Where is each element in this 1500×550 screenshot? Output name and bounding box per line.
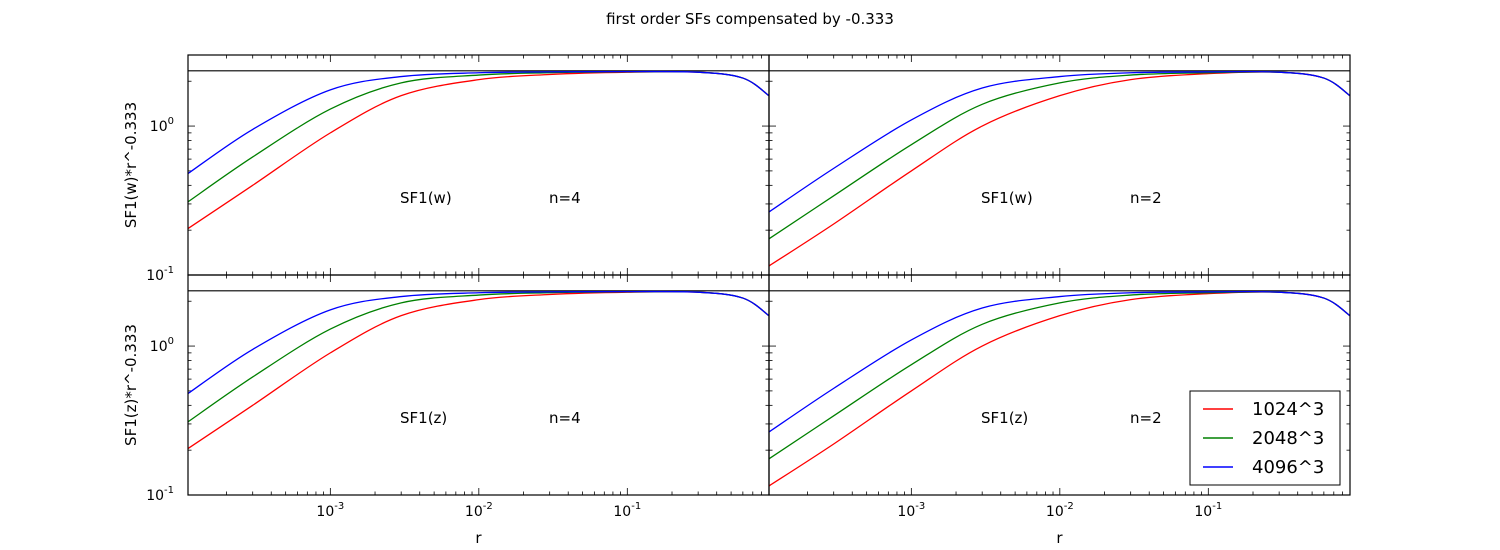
y-tick-label: 100 bbox=[150, 336, 174, 355]
series-line-4096^3 bbox=[769, 70, 1350, 213]
x-axis-label: r bbox=[475, 529, 482, 547]
legend-label: 2048^3 bbox=[1252, 428, 1324, 449]
series-line-2048^3 bbox=[188, 70, 769, 203]
panel-annotation-field: SF1(z) bbox=[400, 409, 447, 427]
y-axis-label: SF1(w)*r^-0.333 bbox=[122, 102, 140, 228]
panel-annotation-field: SF1(w) bbox=[981, 189, 1033, 207]
series-line-2048^3 bbox=[769, 71, 1350, 240]
series-line-4096^3 bbox=[769, 290, 1350, 433]
panel-top-right: SF1(w) n=2 bbox=[768, 54, 1351, 276]
series-line-4096^3 bbox=[188, 290, 769, 395]
plot-frame bbox=[187, 274, 770, 496]
series-line-2048^3 bbox=[188, 290, 769, 423]
plot-frame bbox=[768, 274, 1351, 496]
figure-title: first order SFs compensated by -0.333 bbox=[606, 10, 894, 28]
panel-annotation-n: n=4 bbox=[549, 409, 581, 427]
panel-annotation-n: n=2 bbox=[1130, 409, 1162, 427]
x-tick-label: 10-2 bbox=[465, 501, 493, 520]
legend-label: 4096^3 bbox=[1252, 457, 1324, 478]
series-line-1024^3 bbox=[188, 71, 769, 230]
y-tick-label: 10-1 bbox=[146, 265, 174, 284]
legend-label: 1024^3 bbox=[1252, 399, 1324, 420]
panel-bottom-right: 10-3 10-2 10-1 r SF1(z) n=2 1024^3 2048^3 4096^3 bbox=[768, 274, 1351, 547]
series-line-1024^3 bbox=[188, 291, 769, 450]
series-line-4096^3 bbox=[188, 70, 769, 175]
panel-annotation-field: SF1(z) bbox=[981, 409, 1028, 427]
x-tick-label: 10-1 bbox=[613, 501, 641, 520]
series-line-1024^3 bbox=[769, 71, 1350, 267]
x-tick-label: 10-1 bbox=[1194, 501, 1222, 520]
panel-annotation-n: n=4 bbox=[549, 189, 581, 207]
x-tick-label: 10-3 bbox=[316, 501, 344, 520]
x-axis-label: r bbox=[1056, 529, 1063, 547]
plot-frame bbox=[768, 54, 1351, 276]
y-axis-label: SF1(z)*r^-0.333 bbox=[122, 324, 140, 446]
plot-frame bbox=[187, 54, 770, 276]
x-tick-label: 10-3 bbox=[897, 501, 925, 520]
x-tick-label: 10-2 bbox=[1046, 501, 1074, 520]
panel-bottom-left: 10-3 10-2 10-1 r 10-1 100 SF1(z)*r^-0.333 SF1(z… bbox=[122, 274, 770, 547]
y-tick-label: 100 bbox=[150, 116, 174, 135]
panel-annotation-field: SF1(w) bbox=[400, 189, 452, 207]
panel-annotation-n: n=2 bbox=[1130, 189, 1162, 207]
y-tick-label: 10-1 bbox=[146, 485, 174, 504]
panel-top-left: 10-1 100 SF1(w)*r^-0.333 SF1(w) n=4 bbox=[122, 54, 770, 284]
legend: 1024^3 2048^3 4096^3 bbox=[1189, 390, 1341, 486]
